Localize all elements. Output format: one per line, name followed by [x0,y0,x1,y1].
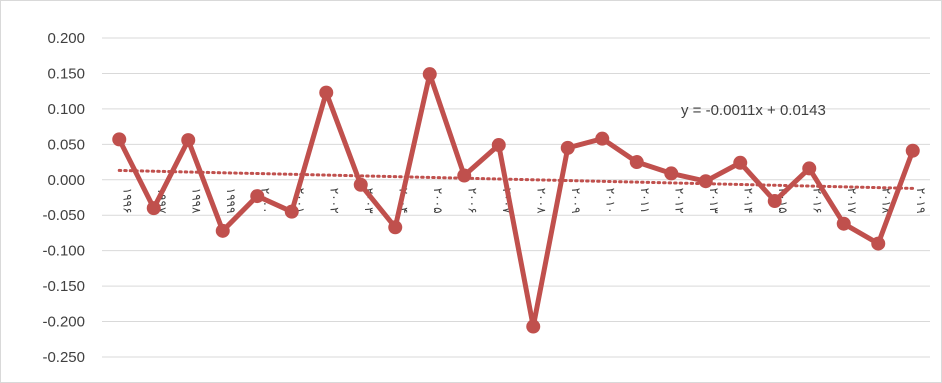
data-point [422,67,437,82]
x-tick-label: ۲۰۰۸ [534,188,548,214]
data-point [560,140,575,155]
data-point [112,132,127,147]
x-tick-label: ۱۹۹۶ [120,188,134,214]
data-point [629,155,644,170]
data-point [215,223,230,238]
y-tick-label: 0.150 [47,65,85,82]
y-tick-label: 0.100 [47,101,85,118]
x-tick-label: ۲۰۱۰ [603,188,617,214]
y-tick-label: -0.050 [42,207,85,224]
data-point [181,133,196,148]
x-tick-label: ۲۰۱۶ [810,188,824,214]
data-point [388,220,403,235]
data-point [250,189,265,204]
data-point [836,216,851,231]
data-point [526,319,541,334]
trendline-equation: y = -0.0011x + 0.0143 [681,102,826,119]
trendline [117,168,915,190]
data-point [319,85,334,100]
series-line-path [117,71,916,330]
data-point [353,177,368,192]
data-point [457,168,472,183]
x-tick-label: ۲۰۱۱ [638,188,652,214]
gridlines [102,37,930,358]
data-point [733,155,748,170]
data-point [664,166,679,181]
data-point [146,201,161,216]
x-tick-label: ۱۹۹۸ [189,188,203,214]
trendline-path [117,168,915,190]
y-tick-label: -0.200 [42,314,85,331]
y-tick-label: 0.050 [47,136,85,153]
data-point [767,194,782,209]
series-line [117,71,916,330]
data-point [905,143,920,158]
data-point [491,138,506,153]
x-tick-label: ۲۰۱۹ [914,188,928,214]
x-tick-label: ۱۹۹۹ [224,188,238,214]
x-tick-label: ۲۰۰۲ [327,188,341,214]
y-tick-label: -0.250 [42,349,85,366]
data-point [871,236,886,251]
y-tick-label: -0.100 [42,243,85,260]
x-tick-label: ۲۰۱۷ [845,188,859,214]
x-tick-label: ۲۰۰۳ [362,188,376,214]
data-point [698,174,713,189]
y-tick-label: -0.150 [42,278,85,295]
x-tick-label: ۲۰۱۴ [741,188,755,214]
x-tick-label: ۲۰۰۶ [465,188,479,214]
data-point [802,161,817,176]
data-point [595,131,610,146]
data-point [284,204,299,219]
x-tick-label: ۲۰۱۳ [707,188,721,214]
y-tick-label: 0.200 [47,30,85,47]
y-tick-label: 0.000 [47,172,85,189]
x-tick-label: ۲۰۰۹ [569,188,583,214]
y-axis-tick-labels: 0.200 0.150 0.100 0.050 0.000 -0.050 -0.100 -0.… [42,30,85,366]
x-tick-label: ۲۰۰۵ [431,188,445,214]
x-tick-label: ۲۰۱۲ [672,188,686,214]
data-points [112,67,920,334]
